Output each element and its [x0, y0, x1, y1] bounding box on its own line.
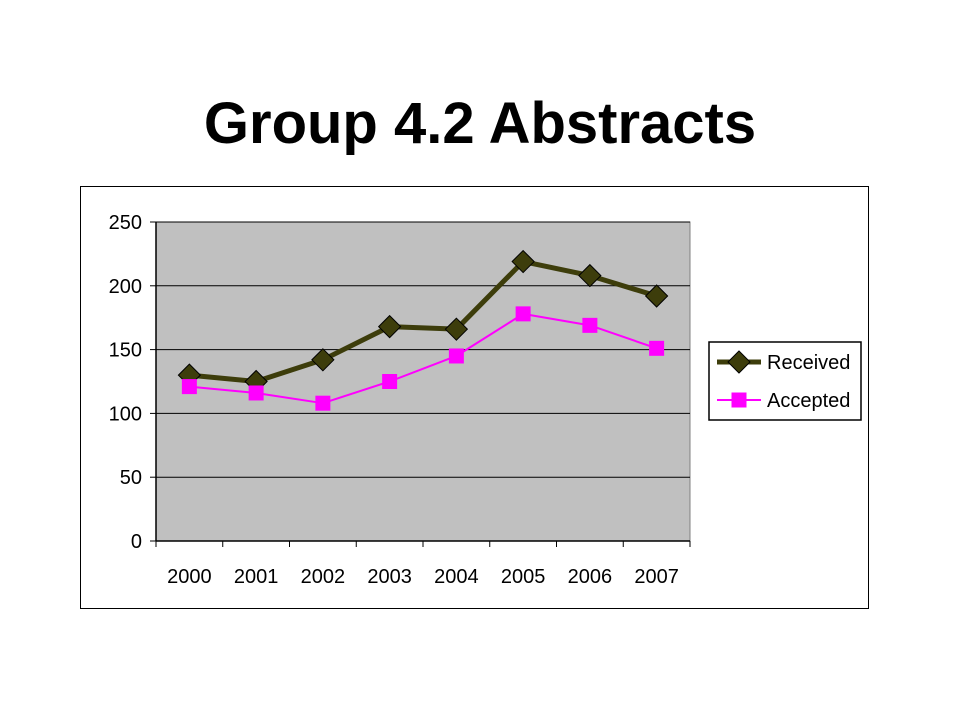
data-point-accepted: [448, 348, 464, 364]
data-point-received: [511, 249, 535, 274]
x-tick-label: 2004: [434, 566, 479, 588]
y-tick-label: 150: [109, 340, 142, 362]
x-tick-label: 2006: [568, 566, 613, 588]
data-point-received: [311, 348, 335, 372]
y-tick-label: 0: [131, 531, 142, 553]
series-markers: [177, 249, 669, 411]
y-tick-label: 200: [109, 276, 142, 298]
slide-title: Group 4.2 Abstracts: [203, 91, 757, 156]
x-tick-label: 2000: [167, 566, 212, 588]
x-tick-label: 2003: [367, 566, 412, 588]
series-line-accepted: [189, 312, 657, 405]
y-axis-ticks: 0 50 100 150 200 250: [109, 212, 156, 553]
data-point-received: [444, 317, 469, 341]
series-lines: [189, 259, 658, 405]
data-point-accepted: [315, 395, 331, 411]
legend-marker-accepted: [731, 392, 747, 408]
data-point-accepted: [582, 317, 598, 333]
x-tick-label: 2002: [301, 566, 346, 588]
data-point-accepted: [382, 374, 398, 389]
data-point-accepted: [181, 379, 197, 395]
legend-marker-received: [727, 350, 751, 374]
data-point-received: [644, 284, 669, 308]
data-point-accepted: [515, 306, 531, 322]
data-point-received: [578, 263, 602, 288]
y-tick-label: 50: [120, 467, 142, 489]
gridlines: [156, 221, 690, 478]
series-line-received: [189, 259, 658, 384]
legend-label-accepted: Accepted: [767, 390, 850, 412]
x-axis-ticks: 2000 2001 2002 2003 2004 2005 2006 2007: [155, 541, 691, 588]
legend: Received Accepted: [708, 341, 862, 421]
y-tick-label: 100: [109, 403, 142, 425]
x-tick-label: 2007: [634, 566, 679, 588]
y-tick-label: 250: [109, 212, 142, 234]
x-tick-label: 2001: [234, 566, 279, 588]
data-point-accepted: [248, 385, 264, 401]
legend-label-received: Received: [767, 352, 850, 374]
data-point-received: [377, 314, 402, 339]
x-tick-label: 2005: [501, 566, 546, 588]
data-point-accepted: [649, 340, 665, 356]
